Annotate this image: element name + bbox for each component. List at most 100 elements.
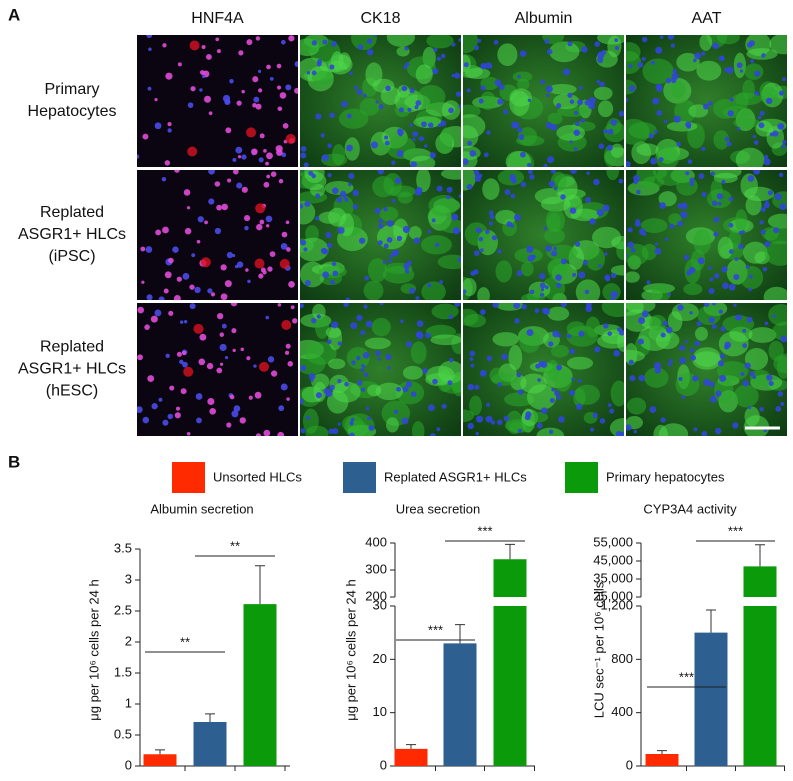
nucleus — [548, 429, 554, 435]
cell-body — [463, 35, 478, 54]
cell-body — [606, 170, 620, 181]
nucleus — [529, 174, 535, 180]
nucleus — [606, 144, 613, 151]
nucleus — [174, 170, 180, 173]
nucleus — [427, 404, 435, 412]
error-bar — [406, 744, 416, 749]
cell-body — [549, 41, 580, 63]
nucleus — [722, 282, 729, 289]
nucleus — [557, 333, 562, 338]
nucleus — [546, 93, 550, 98]
nucleus — [310, 317, 317, 324]
nucleus — [208, 170, 215, 175]
nucleus — [142, 416, 150, 424]
nucleus — [754, 70, 761, 77]
nucleus — [366, 38, 373, 44]
nucleus — [546, 48, 553, 55]
legend-label: Unsorted HLCs — [213, 469, 302, 484]
y-tick-label: 200 — [365, 588, 387, 603]
nucleus — [448, 314, 454, 320]
nucleus — [760, 207, 766, 213]
nucleus — [510, 177, 517, 184]
nucleus — [677, 304, 684, 311]
nucleus — [701, 146, 706, 152]
cell-body — [505, 150, 531, 167]
nucleus — [351, 360, 356, 366]
nucleus — [388, 259, 393, 263]
cell-body — [469, 395, 482, 416]
nucleus — [189, 303, 196, 310]
nucleus — [174, 412, 181, 419]
chart-title: Urea secretion — [396, 501, 481, 516]
nucleus — [189, 40, 200, 51]
nucleus — [254, 391, 262, 399]
nucleus — [300, 365, 307, 372]
y-tick-label: 3 — [125, 571, 132, 586]
nucleus — [331, 261, 337, 267]
nucleus — [513, 213, 521, 221]
nucleus — [142, 133, 149, 140]
nucleus — [401, 85, 408, 92]
cell-body — [601, 329, 624, 345]
nucleus — [474, 384, 480, 390]
nucleus — [724, 136, 730, 142]
cell-body — [421, 281, 446, 300]
nucleus — [665, 326, 673, 334]
nucleus — [365, 406, 370, 411]
nucleus — [161, 177, 167, 182]
significance-label: *** — [428, 622, 443, 637]
nucleus — [402, 386, 409, 393]
nucleus — [545, 85, 553, 93]
cell-body — [402, 365, 423, 380]
nucleus — [711, 324, 717, 330]
y-tick-label: 0 — [380, 757, 387, 772]
nucleus — [719, 353, 725, 359]
nucleus — [256, 223, 263, 231]
nucleus — [694, 52, 702, 60]
nucleus — [263, 181, 270, 188]
nucleus — [494, 79, 502, 87]
nucleus — [215, 37, 220, 42]
nucleus — [463, 158, 469, 166]
nucleus — [763, 158, 771, 166]
nucleus — [715, 390, 722, 397]
nucleus — [288, 281, 295, 288]
cell-body — [509, 90, 530, 116]
nucleus — [266, 152, 273, 160]
cell-body — [768, 304, 787, 326]
y-tick-label: 0 — [626, 757, 633, 772]
nucleus — [592, 412, 599, 419]
nucleus — [662, 320, 668, 326]
nucleus — [433, 47, 438, 52]
nucleus — [708, 101, 713, 106]
nucleus — [201, 44, 206, 50]
nucleus — [478, 98, 484, 104]
nucleus — [544, 38, 550, 45]
cell-body — [763, 286, 787, 300]
y-tick-label: 3.5 — [114, 540, 132, 555]
nucleus — [513, 303, 520, 309]
y-tick-label: 10 — [373, 704, 387, 719]
nucleus — [693, 427, 698, 432]
nucleus — [310, 378, 314, 383]
nucleus — [596, 209, 604, 217]
nucleus — [703, 303, 710, 308]
nucleus — [748, 287, 752, 292]
nucleus — [680, 211, 688, 219]
nucleus — [186, 431, 191, 436]
nucleus — [343, 303, 349, 307]
nucleus — [294, 61, 298, 67]
cell-body — [372, 78, 395, 93]
cell-body — [463, 409, 475, 423]
nucleus — [288, 35, 295, 42]
nucleus — [778, 172, 784, 178]
nucleus — [349, 432, 355, 436]
nucleus — [569, 140, 573, 144]
nucleus — [216, 312, 224, 320]
nucleus — [231, 410, 239, 418]
cell-body — [363, 280, 384, 300]
nucleus — [779, 203, 787, 211]
nucleus — [199, 70, 205, 75]
nucleus — [361, 387, 366, 392]
nucleus — [182, 272, 190, 280]
